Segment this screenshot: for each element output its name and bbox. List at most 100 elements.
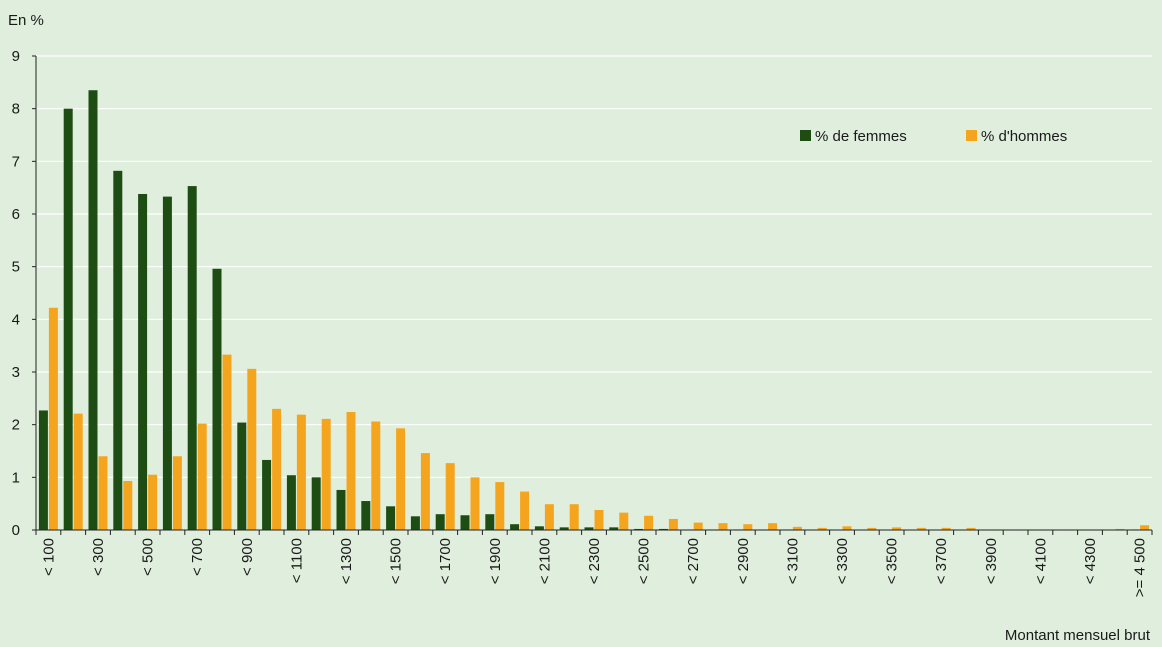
bar-hommes [346,412,356,530]
bar-hommes [743,524,753,530]
bar-hommes [1140,525,1150,530]
x-tick-label: < 100 [40,538,57,576]
bar-femmes [510,524,520,530]
y-tick-label: 1 [12,469,20,486]
x-tick-label: < 3900 [983,538,1000,584]
x-tick-label: < 1300 [338,538,355,584]
bar-femmes [311,477,321,530]
bar-femmes [212,268,222,530]
bar-hommes [768,523,778,530]
bar-femmes [386,506,396,530]
x-tick-label: < 3300 [834,538,851,584]
bar-femmes [63,108,73,531]
bar-hommes [966,527,976,530]
bar-hommes [247,368,257,530]
bar-hommes [321,418,331,530]
bar-femmes [460,515,470,530]
bar-hommes [148,474,158,530]
bar-femmes [286,475,296,530]
bar-hommes [73,413,83,530]
x-tick-label: < 1700 [437,538,454,584]
y-tick-label: 4 [12,311,20,328]
legend-swatch [800,130,811,141]
bar-hommes [371,421,381,530]
bar-hommes [396,428,406,530]
x-tick-label: < 2900 [735,538,752,584]
x-tick-labels: < 100 < 300 < 500 < 700 < 900 < 1100 < 1300 < 1… [40,538,1148,597]
bar-femmes [559,527,569,530]
x-tick-label: < 2100 [536,538,553,584]
bar-femmes [38,410,48,530]
x-tick-label: < 4100 [1032,538,1049,584]
bar-hommes [941,527,951,530]
bar-hommes [668,518,678,530]
x-tick-label: < 1900 [487,538,504,584]
legend: % de femmes % d'hommes [800,128,1067,145]
bar-hommes [644,515,654,530]
y-tick-label: 3 [12,364,20,381]
y-tick-labels: 0 1 2 3 4 5 6 7 8 9 [12,48,20,539]
bar-hommes [916,527,926,530]
bar-hommes [98,456,108,530]
y-tick-label: 6 [12,206,20,223]
x-tick-label: >= 4 500 [1132,538,1149,597]
bar-hommes [842,526,852,530]
bar-femmes [162,196,172,530]
bar-femmes [113,170,123,530]
bar-femmes [584,527,594,530]
bar-hommes [718,523,728,530]
y-tick-label: 5 [12,259,20,276]
legend-label: % d'hommes [981,128,1067,145]
bar-femmes [262,459,272,530]
bar-femmes [187,186,197,530]
bar-hommes [272,408,282,530]
x-tick-label: < 700 [189,538,206,576]
y-axis-unit-label: En % [8,12,44,29]
bar-hommes [544,504,554,530]
bar-hommes [867,527,877,530]
y-tick-label: 9 [12,48,20,65]
x-tick-label: < 3500 [884,538,901,584]
bar-femmes [609,527,619,530]
bar-femmes [410,516,420,530]
bar-hommes [296,414,306,530]
bar-hommes [172,456,182,530]
bar-hommes [222,354,232,530]
y-tick-label: 8 [12,101,20,118]
x-tick-label: < 1500 [388,538,405,584]
y-tick-label: 0 [12,522,20,539]
y-tick-label: 2 [12,417,20,434]
bar-femmes [237,422,247,530]
x-tick-label: < 2700 [685,538,702,584]
legend-label: % de femmes [815,128,907,145]
gridlines [36,55,1152,478]
bar-hommes [619,512,629,530]
bar-hommes [892,527,902,530]
x-tick-label: < 2500 [636,538,653,584]
x-tick-label: < 4300 [1082,538,1099,584]
bar-hommes [594,509,604,530]
bar-femmes [534,526,544,530]
bar-femmes [634,528,644,530]
x-tick-label: < 500 [140,538,157,576]
x-tick-label: < 3100 [784,538,801,584]
bar-femmes [88,90,98,530]
bar-hommes [470,477,480,530]
x-tick-label: < 3700 [933,538,950,584]
bar-hommes [123,481,133,530]
bar-hommes [792,526,802,530]
bar-femmes [138,193,148,530]
bar-hommes [817,527,827,530]
bar-hommes [445,463,455,530]
bar-hommes [48,307,58,530]
bar-hommes [569,504,579,530]
x-tick-label: < 1100 [288,538,305,583]
bar-femmes [435,514,445,530]
bar-hommes [495,482,505,530]
x-tick-label: < 900 [239,538,256,576]
bar-hommes [1115,528,1125,530]
axes [32,55,1153,535]
legend-swatch [966,130,977,141]
bar-femmes [485,514,495,530]
